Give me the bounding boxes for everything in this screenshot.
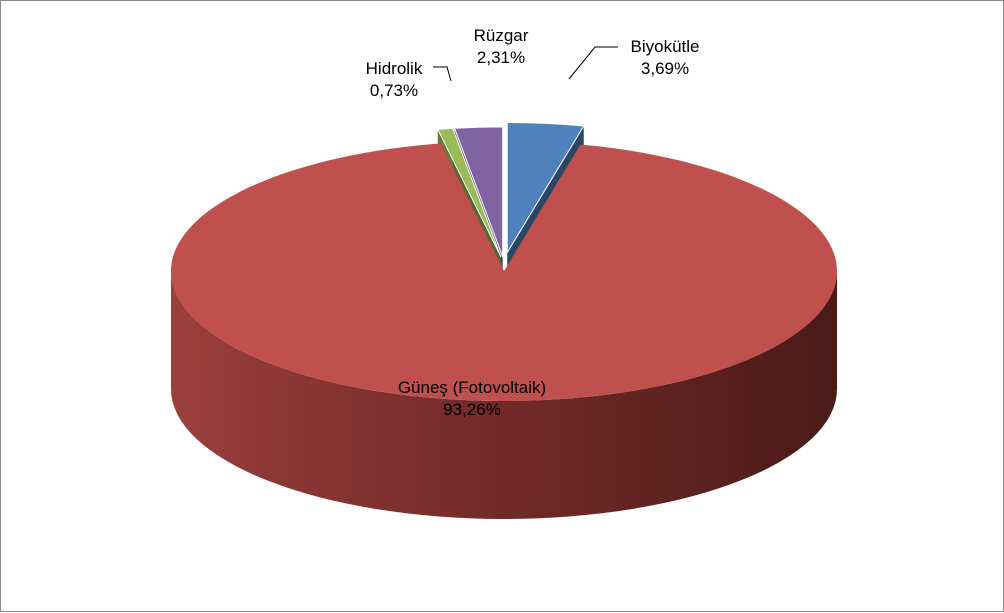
- leader-biyokutle: [568, 46, 618, 80]
- label-value-ruzgar: 2,31%: [477, 48, 525, 67]
- label-value-biyokutle: 3,69%: [641, 59, 689, 78]
- label-value-gunes: 93,26%: [443, 400, 501, 419]
- leader-hidrolik: [433, 66, 452, 82]
- label-name-biyokutle: Biyokütle: [631, 37, 700, 56]
- slice-gunes: [170, 143, 837, 519]
- label-name-ruzgar: Rüzgar: [474, 26, 529, 45]
- label-name-hidrolik: Hidrolik: [366, 59, 423, 78]
- label-value-hidrolik: 0,73%: [370, 81, 418, 100]
- label-name-gunes: Güneş (Fotovoltaik): [398, 378, 546, 397]
